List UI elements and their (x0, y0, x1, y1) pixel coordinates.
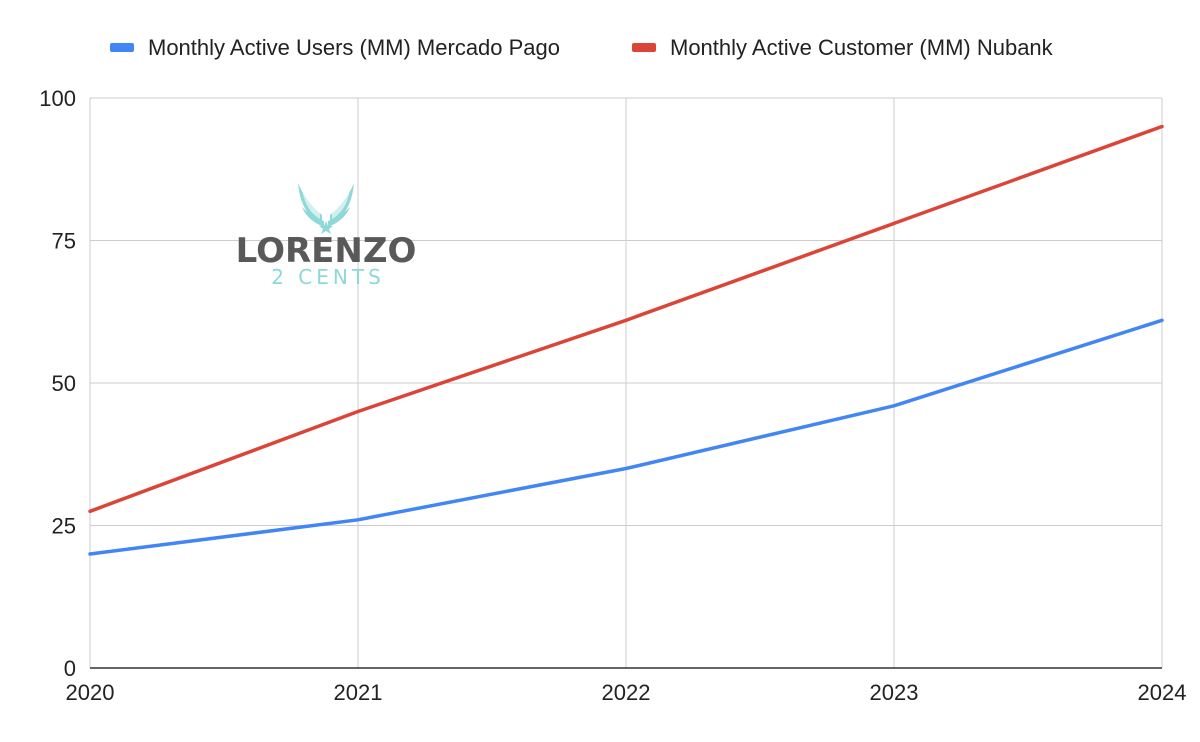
x-tick-label: 2022 (602, 680, 651, 705)
legend-label: Monthly Active Customer (MM) Nubank (670, 35, 1054, 60)
watermark-subtitle: 2 CENTS (271, 265, 385, 289)
y-tick-label: 75 (52, 229, 76, 254)
y-tick-label: 50 (52, 371, 76, 396)
x-tick-label: 2020 (66, 680, 115, 705)
x-tick-label: 2023 (870, 680, 919, 705)
axes: 0 25 50 75 100 2020 2021 2022 2023 2024 (39, 86, 1186, 705)
legend: Monthly Active Users (MM) Mercado Pago Mo… (110, 35, 1054, 60)
legend-swatch (632, 43, 656, 52)
series-group (88, 124, 1164, 556)
legend-label: Monthly Active Users (MM) Mercado Pago (148, 35, 560, 60)
y-tick-label: 0 (64, 656, 76, 681)
x-tick-label: 2024 (1138, 680, 1187, 705)
legend-swatch (110, 43, 134, 52)
x-tick-label: 2021 (334, 680, 383, 705)
watermark-title: LORENZO (236, 231, 417, 271)
y-tick-label: 25 (52, 514, 76, 539)
watermark: LORENZO 2 CENTS (236, 183, 417, 289)
y-tick-label: 100 (39, 86, 76, 111)
wings-emblem-icon (298, 183, 354, 234)
grid (89, 97, 1163, 668)
